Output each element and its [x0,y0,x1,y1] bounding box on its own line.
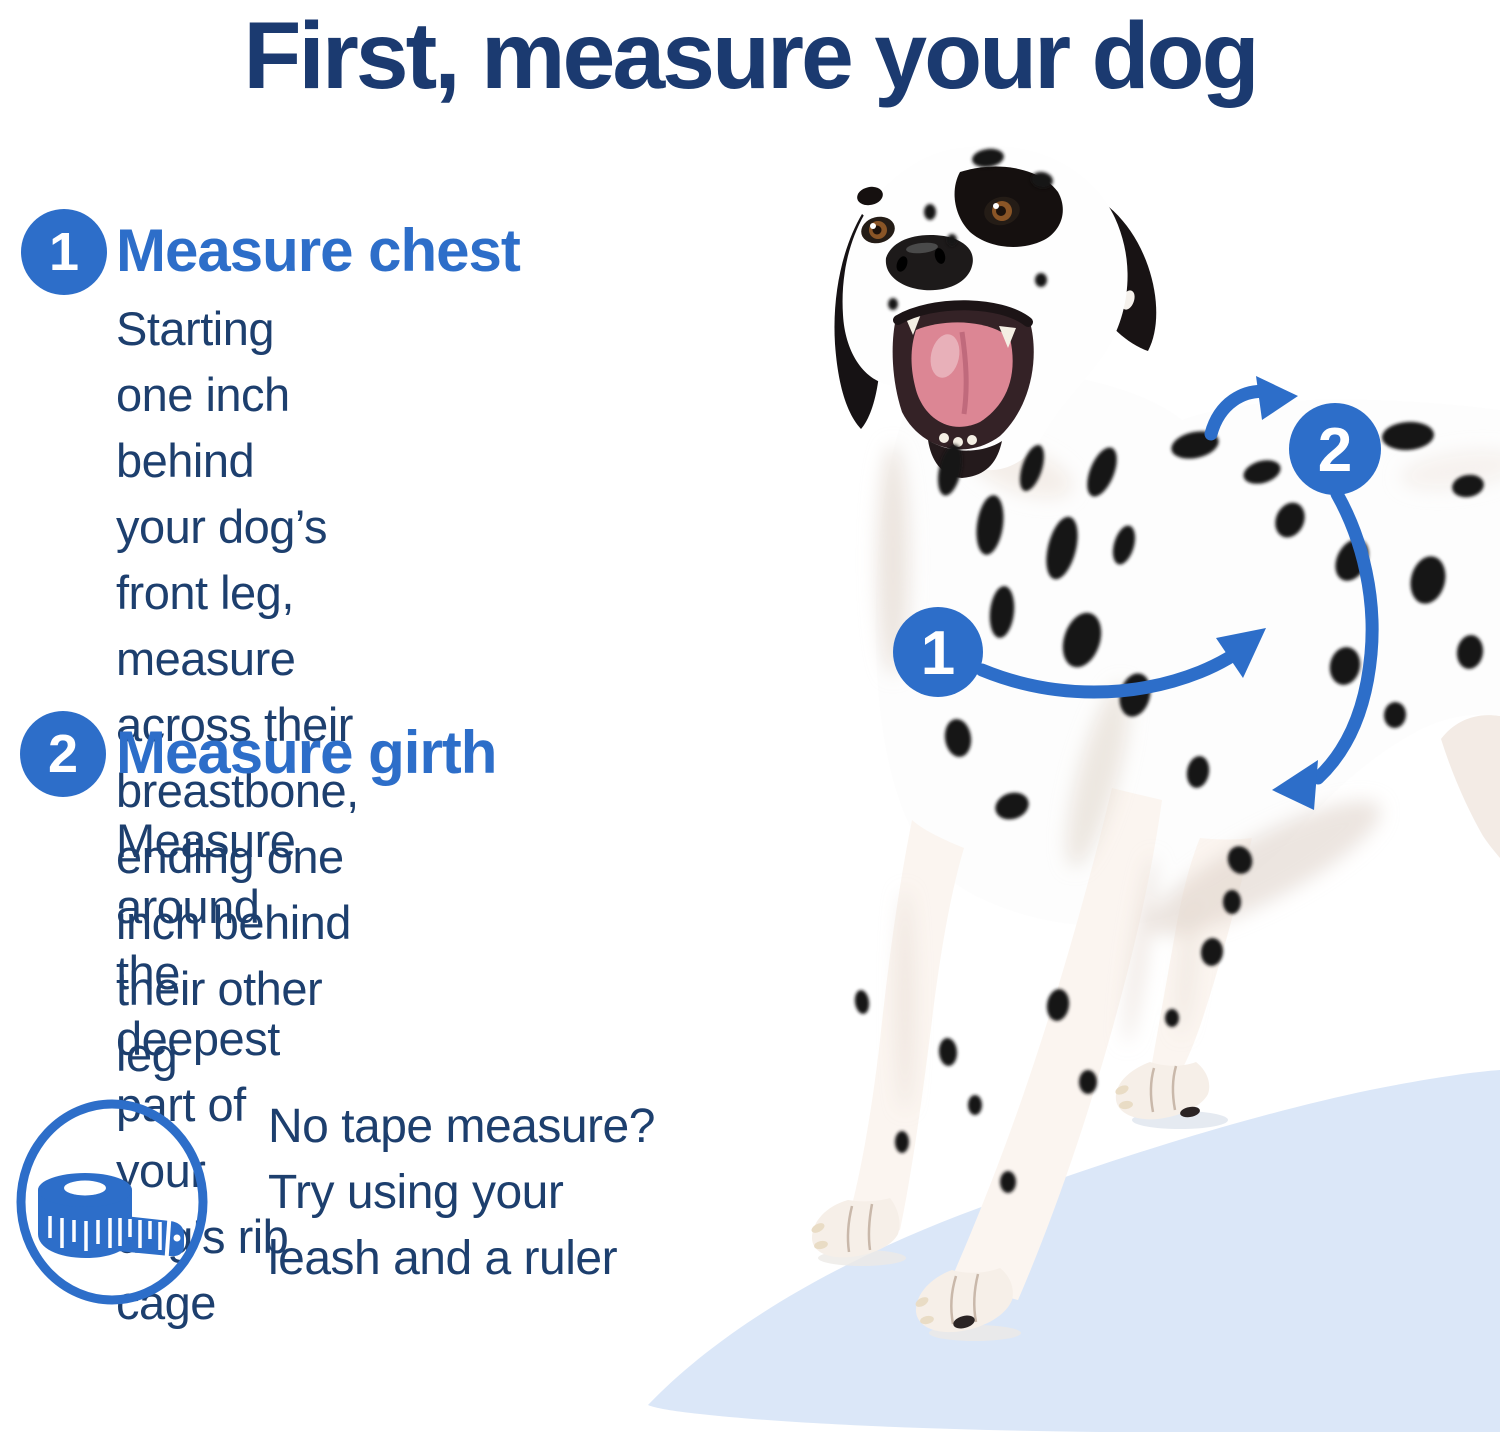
dog-tongue [911,322,1013,427]
step-1-badge: 1 [21,209,107,295]
page-title: First, measure your dog [243,3,1259,109]
step-1-body: Starting one inch behind your dog’s fron… [116,302,359,1081]
tape-measure-tip-text: No tape measure? Try using your leash an… [268,1100,655,1285]
step-2-heading: Measure girth [116,719,497,786]
measurement-annotations: 1 2 [893,376,1381,810]
marker-chest-number: 1 [921,619,955,688]
dog-shading [877,442,1500,1110]
girth-measure-line [1311,487,1379,785]
step-1-number: 1 [48,222,80,282]
marker-girth-number: 2 [1318,416,1352,485]
step-2-badge: 2 [20,711,106,797]
background-blob [648,1070,1500,1432]
step-1-heading: Measure chest [116,217,521,284]
dog-eyes [861,196,1020,244]
tape-measure-icon [16,1099,208,1305]
dog-head [842,145,1128,478]
marker-girth: 2 [1289,403,1381,495]
dog-illustration [811,145,1500,1341]
step-2-number: 2 [47,724,79,784]
marker-chest: 1 [893,607,983,697]
